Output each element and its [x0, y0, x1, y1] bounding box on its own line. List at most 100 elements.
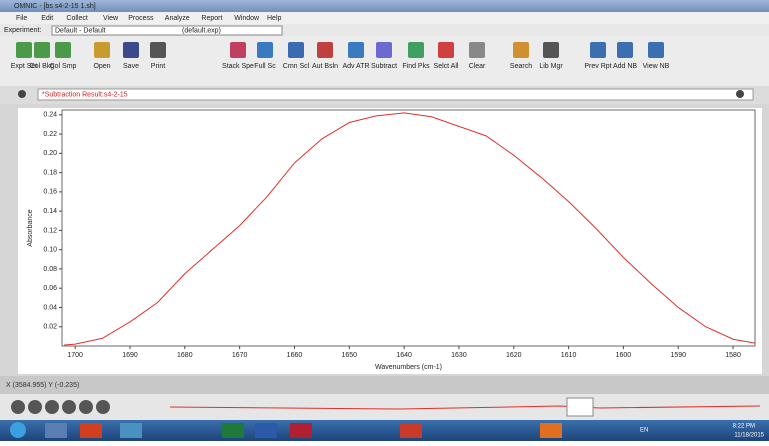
- tool-label: View NB: [643, 63, 670, 70]
- y-tick-label: 0.16: [43, 189, 57, 196]
- x-tick-label: 1580: [725, 352, 741, 359]
- x-axis-label: Wavenumbers (cm-1): [375, 364, 442, 371]
- x-tick-label: 1660: [287, 352, 303, 359]
- tool-label: Search: [510, 63, 532, 70]
- tool-label: Find Pks: [402, 63, 430, 70]
- y-tick-label: 0.10: [43, 247, 57, 254]
- x-tick-label: 1600: [616, 352, 632, 359]
- tool-label: Stack Spe: [222, 63, 254, 70]
- status-text: X (3584.955) Y (-0.235): [6, 382, 79, 389]
- tool-icon[interactable]: [288, 42, 304, 58]
- overview-trace: [169, 405, 761, 410]
- spectrum-line: [64, 112, 756, 346]
- experiment-label: Experiment:: [4, 27, 41, 34]
- experiment-value: Default - Default: [55, 27, 106, 34]
- x-tick-label: 1650: [341, 352, 357, 359]
- menu-bar: [0, 12, 769, 24]
- taskbar: [0, 420, 769, 441]
- tool-label: Selct All: [434, 63, 459, 70]
- spectrum-title: *Subtraction Result:s4-2-15: [42, 91, 128, 98]
- tool-icon[interactable]: [590, 42, 606, 58]
- tool-label: Col Bkg: [30, 63, 55, 70]
- y-tick-label: 0.04: [43, 304, 57, 311]
- tray-lang: EN: [640, 428, 648, 434]
- tray-date: 11/18/2015: [734, 433, 764, 439]
- experiment-select[interactable]: [51, 25, 283, 36]
- window-title: OMNIC - [bs s4-2-15 1.sh]: [14, 3, 96, 10]
- tool-icon[interactable]: [257, 42, 273, 58]
- tool-label: Adv ATR: [342, 63, 369, 70]
- y-tick-label: 0.18: [43, 169, 57, 176]
- tool-label: Clear: [469, 63, 486, 70]
- menu-item[interactable]: Analyze: [165, 15, 190, 22]
- x-tick-label: 1610: [561, 352, 577, 359]
- x-tick-label: 1680: [177, 352, 193, 359]
- tool-label: Print: [151, 63, 165, 70]
- tool-icon[interactable]: [648, 42, 664, 58]
- tool-icon[interactable]: [34, 42, 50, 58]
- tool-icon[interactable]: [348, 42, 364, 58]
- tool-label: Expt Set: [11, 63, 38, 70]
- status-bar: [0, 376, 769, 394]
- tool-icon[interactable]: [230, 42, 246, 58]
- y-tick-label: 0.22: [43, 131, 57, 138]
- tray-time: 8:22 PM: [733, 424, 755, 430]
- menu-item[interactable]: Window: [234, 15, 260, 22]
- x-tick-label: 1700: [67, 352, 83, 359]
- tool-icon[interactable]: [376, 42, 392, 58]
- tool-icon[interactable]: [438, 42, 454, 58]
- menu-item[interactable]: Report: [201, 15, 222, 22]
- title-bar: [0, 0, 769, 12]
- menu-item[interactable]: Edit: [41, 15, 53, 22]
- tool-label: Prev Rpt: [584, 63, 611, 70]
- menu-item[interactable]: Collect: [66, 15, 87, 22]
- experiment-file: (default.exp): [182, 27, 221, 34]
- y-tick-label: 0.24: [43, 112, 57, 119]
- tool-icon[interactable]: [513, 42, 529, 58]
- menu-item[interactable]: View: [103, 15, 119, 22]
- tool-label: Cmn Scl: [283, 63, 310, 70]
- y-tick-label: 0.12: [43, 227, 57, 234]
- menu-item[interactable]: Help: [267, 15, 282, 22]
- tool-label: Aut Bsln: [312, 63, 338, 70]
- y-tick-label: 0.02: [43, 324, 57, 331]
- tool-icon[interactable]: [94, 42, 110, 58]
- spectrum-field[interactable]: [37, 88, 754, 101]
- tool-icon[interactable]: [150, 42, 166, 58]
- overview-window[interactable]: [566, 397, 594, 417]
- tool-label: Subtract: [371, 63, 397, 70]
- tool-icons: [11, 400, 110, 414]
- info-icon[interactable]: [18, 90, 26, 98]
- x-tick-label: 1590: [670, 352, 686, 359]
- taskbar-apps: [45, 423, 562, 438]
- start-button[interactable]: [10, 422, 26, 438]
- plot-frame: [61, 109, 756, 347]
- tool-label: Save: [123, 63, 139, 70]
- x-tick-label: 1640: [396, 352, 412, 359]
- x-tick-label: 1690: [122, 352, 138, 359]
- x-tick-label: 1620: [506, 352, 522, 359]
- tool-icon[interactable]: [123, 42, 139, 58]
- tool-icon[interactable]: [317, 42, 333, 58]
- y-tick-label: 0.20: [43, 150, 57, 157]
- tool-icon[interactable]: [408, 42, 424, 58]
- tool-icon[interactable]: [469, 42, 485, 58]
- x-tick-label: 1670: [232, 352, 248, 359]
- tool-label: Full Sc: [254, 63, 276, 70]
- y-tick-label: 0.08: [43, 266, 57, 273]
- tool-icon[interactable]: [543, 42, 559, 58]
- tool-icon[interactable]: [16, 42, 32, 58]
- y-tick-label: 0.06: [43, 285, 57, 292]
- chart-area: [18, 108, 762, 374]
- menu-item[interactable]: Process: [128, 15, 154, 22]
- dropdown-icon[interactable]: [736, 90, 744, 98]
- tool-label: Open: [93, 63, 110, 70]
- tool-icon[interactable]: [617, 42, 633, 58]
- y-axis-label: Absorbance: [27, 209, 34, 246]
- menu-item[interactable]: File: [16, 15, 27, 22]
- tool-label: Add NB: [613, 63, 637, 70]
- y-tick-label: 0.14: [43, 208, 57, 215]
- tool-icon[interactable]: [55, 42, 71, 58]
- x-tick-label: 1630: [451, 352, 467, 359]
